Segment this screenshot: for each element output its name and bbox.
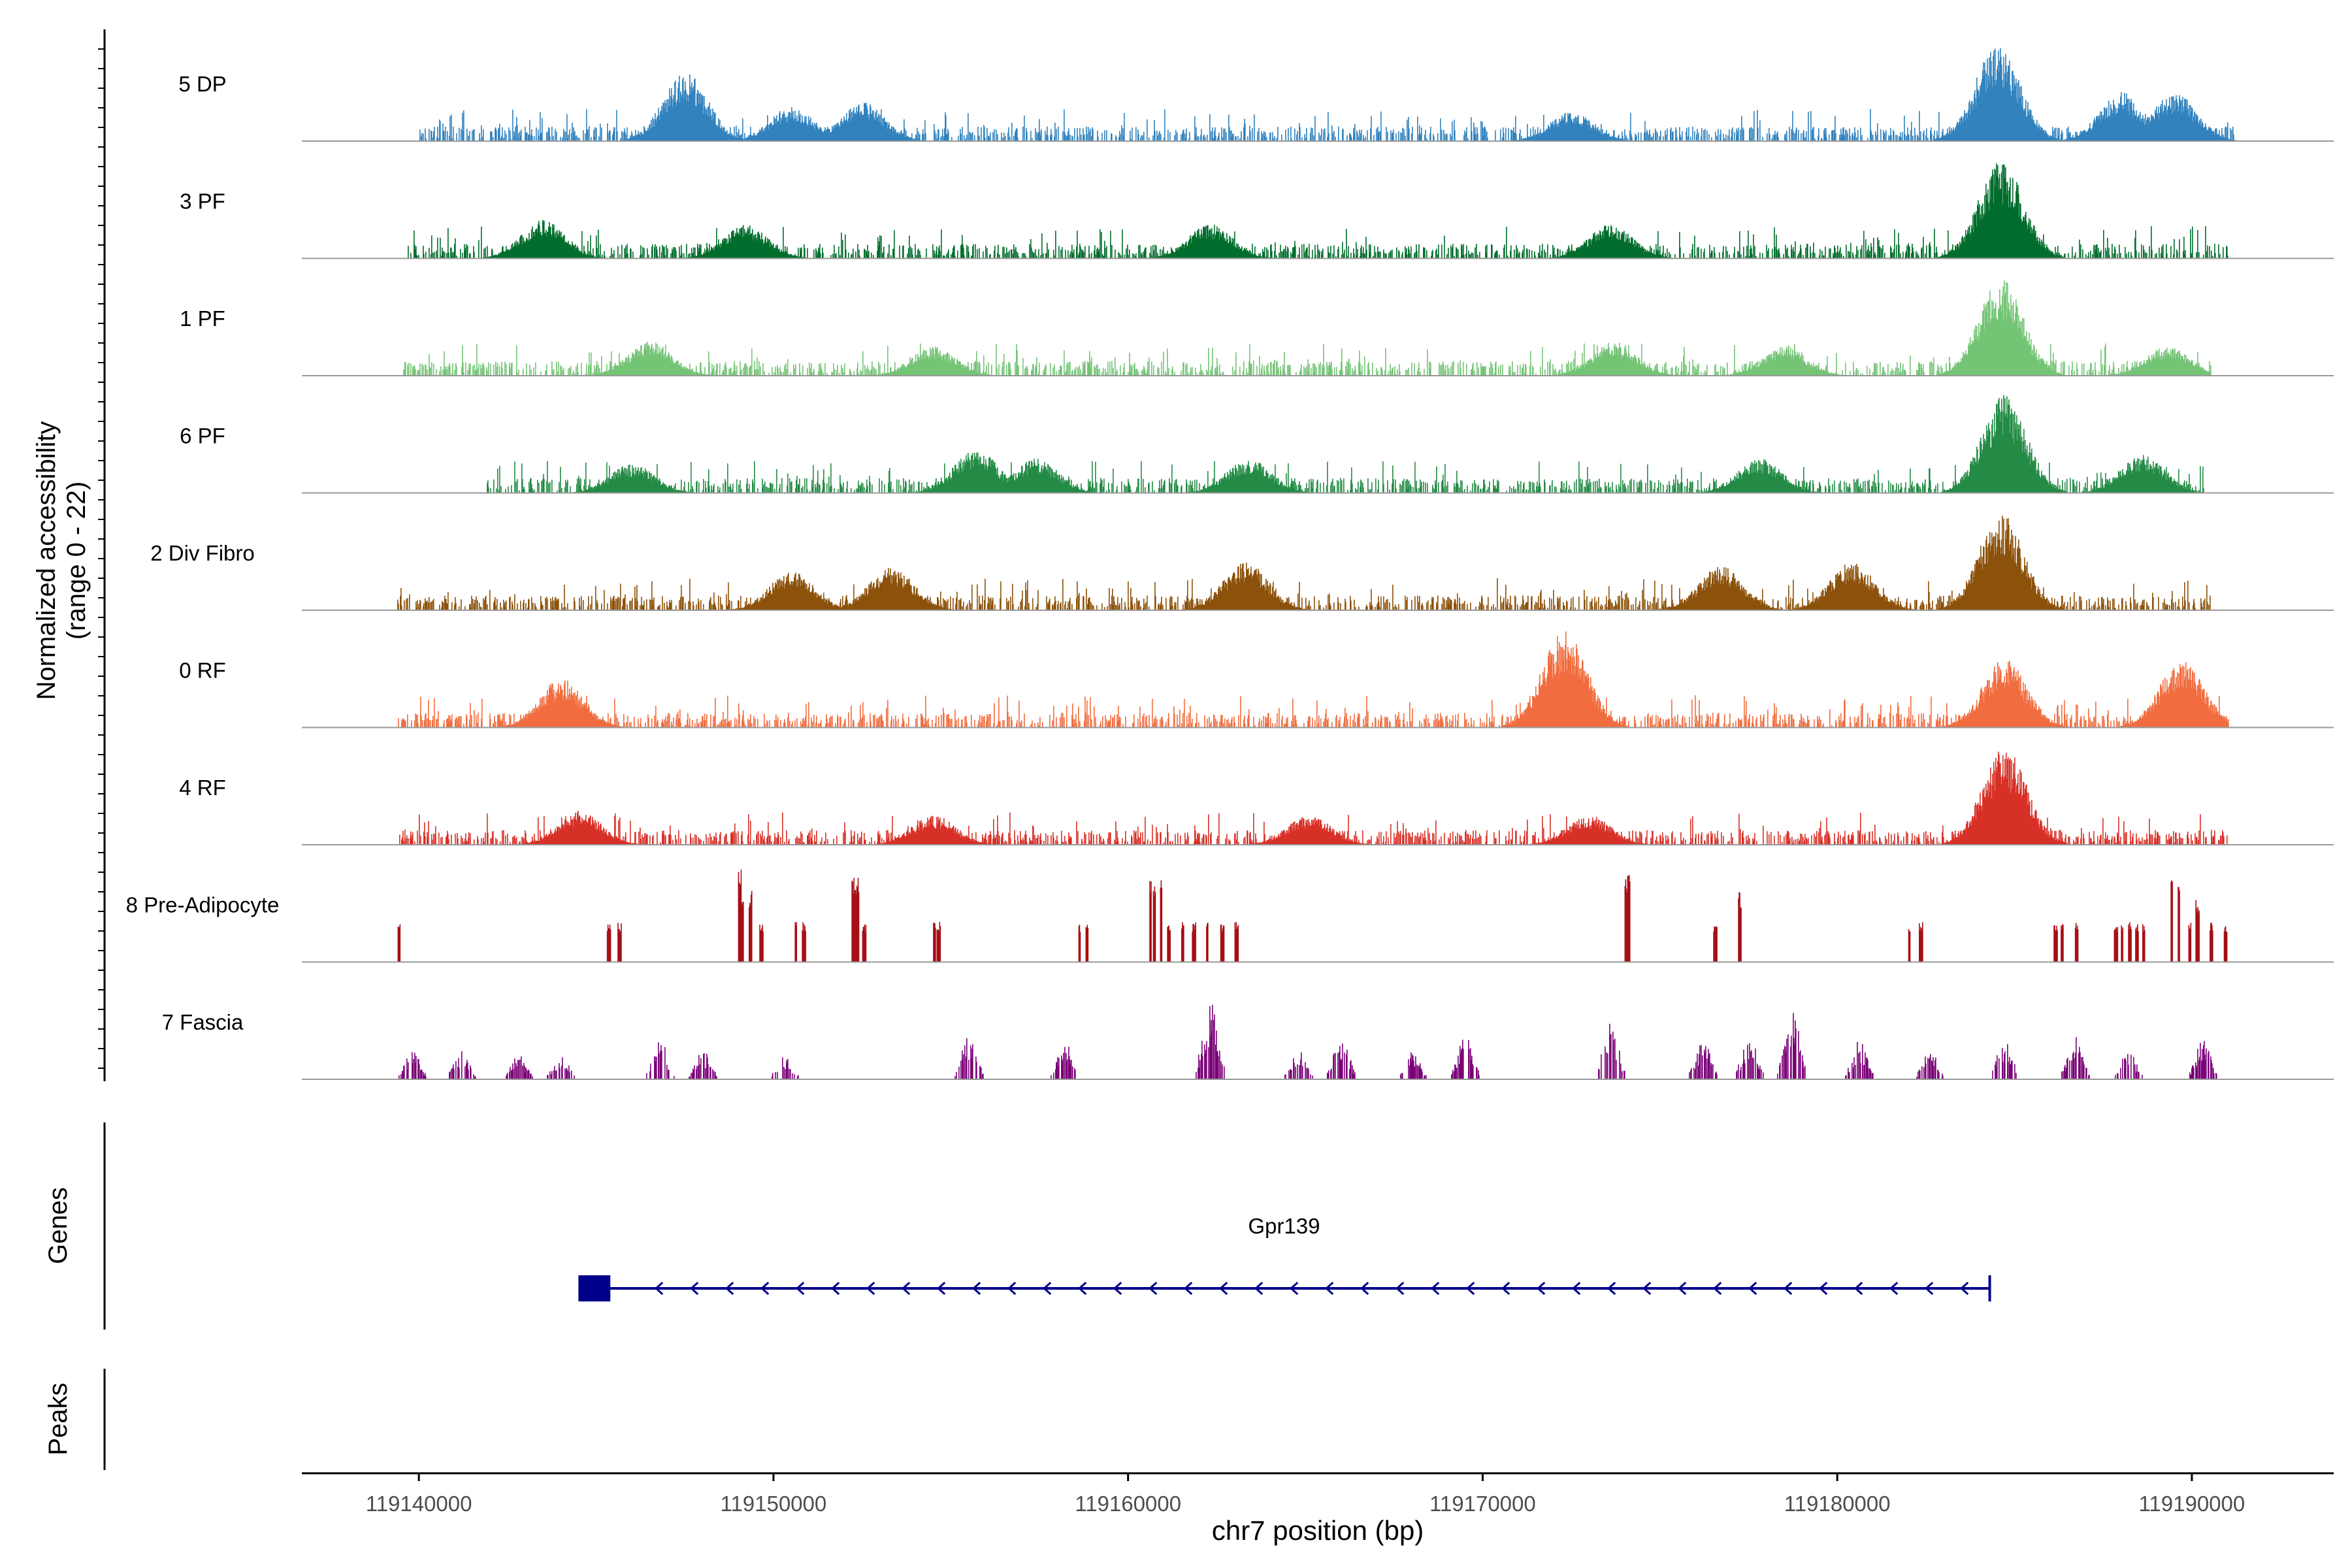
peaks-track-label: Peaks	[44, 1382, 73, 1455]
x-axis-title: chr7 position (bp)	[1212, 1515, 1424, 1546]
x-tick-label: 119140000	[366, 1492, 472, 1516]
strand-arrow	[1148, 1281, 1158, 1296]
strand-arrow	[1748, 1281, 1757, 1296]
strand-arrow	[1289, 1281, 1299, 1296]
strand-arrow	[1113, 1281, 1122, 1296]
strand-arrow	[1783, 1281, 1793, 1296]
strand-arrow	[866, 1281, 875, 1296]
strand-arrow	[901, 1281, 911, 1296]
strand-arrow	[1465, 1281, 1475, 1296]
coverage-area	[397, 515, 2211, 610]
track-7-fascia	[302, 1005, 2334, 1080]
strand-arrow	[1607, 1281, 1616, 1296]
strand-arrow	[1677, 1281, 1687, 1296]
strand-arrow	[1642, 1281, 1652, 1296]
strand-arrow	[795, 1281, 805, 1296]
coverage-area	[398, 631, 2229, 728]
track-label: 3 PF	[180, 189, 225, 214]
coverage-y-ticks	[98, 48, 105, 1069]
strand-arrow	[1218, 1281, 1228, 1296]
track-0-rf	[302, 631, 2334, 728]
coverage-area	[408, 163, 2229, 259]
strand-arrow	[1712, 1281, 1722, 1296]
strand-arrow	[1889, 1281, 1899, 1296]
track-label: 5 DP	[178, 72, 226, 96]
track-6-pf	[302, 395, 2334, 494]
coverage-area	[403, 280, 2212, 376]
coverage-area	[419, 48, 2236, 141]
strand-arrow	[1959, 1281, 1969, 1296]
track-8-pre-adipocyte	[302, 870, 2334, 963]
strand-arrow	[1924, 1281, 1934, 1296]
strand-arrow	[760, 1281, 770, 1296]
track-label: 4 RF	[179, 776, 226, 800]
track-3-pf	[302, 163, 2334, 259]
strand-arrow	[1042, 1281, 1052, 1296]
strand-arrow	[830, 1281, 840, 1296]
strand-arrow	[689, 1281, 699, 1296]
coverage-area	[399, 751, 2228, 845]
track-label: 2 Div Fibro	[150, 541, 255, 565]
track-4-rf	[302, 751, 2334, 845]
gene-track: Gpr139	[578, 1214, 1991, 1301]
gene-name-label: Gpr139	[1248, 1214, 1320, 1238]
strand-arrow	[1007, 1281, 1017, 1296]
strand-arrow	[1536, 1281, 1546, 1296]
track-label: 6 PF	[180, 424, 225, 448]
strand-arrow	[1254, 1281, 1264, 1296]
coverage-area	[399, 1005, 2217, 1079]
strand-arrow	[1818, 1281, 1828, 1296]
x-tick-label: 119160000	[1075, 1492, 1181, 1516]
strand-arrow	[1077, 1281, 1087, 1296]
y-axis-title-line1: Normalized accessibility	[32, 421, 61, 700]
x-tick-label: 119170000	[1429, 1492, 1536, 1516]
x-tick-label: 119190000	[2139, 1492, 2246, 1516]
track-label: 8 Pre-Adipocyte	[126, 893, 280, 917]
track-5-dp	[302, 48, 2334, 142]
strand-arrow	[1571, 1281, 1581, 1296]
strand-arrow	[936, 1281, 946, 1296]
x-tick-label: 119150000	[721, 1492, 827, 1516]
strand-arrow	[1501, 1281, 1511, 1296]
y-axis-title-line2: (range 0 - 22)	[62, 482, 91, 640]
coverage-area	[397, 870, 2228, 962]
strand-arrow	[1854, 1281, 1863, 1296]
track-2-div-fibro	[302, 515, 2334, 611]
x-tick-label: 119180000	[1784, 1492, 1891, 1516]
strand-arrow	[1395, 1281, 1405, 1296]
gene-exon	[578, 1275, 611, 1301]
track-1-pf	[302, 280, 2334, 376]
strand-arrow	[1430, 1281, 1440, 1296]
coverage-area	[487, 395, 2204, 493]
strand-arrow	[1360, 1281, 1369, 1296]
coverage-tracks	[302, 48, 2334, 1080]
strand-arrow	[972, 1281, 981, 1296]
track-label: 1 PF	[180, 306, 225, 331]
track-labels: 5 DP 3 PF 1 PF 6 PF 2 Div Fibro 0 RF 4 RF 8 Pre…	[126, 72, 280, 1034]
genes-track-label: Genes	[44, 1187, 73, 1264]
track-label: 0 RF	[179, 659, 226, 683]
strand-arrow	[1324, 1281, 1334, 1296]
track-label: 7 Fascia	[162, 1010, 244, 1034]
strand-arrow	[1183, 1281, 1193, 1296]
strand-arrow	[725, 1281, 734, 1296]
strand-arrow	[654, 1281, 664, 1296]
x-axis: 119140000 119150000 119160000 119170000 1191…	[302, 1472, 2334, 1516]
